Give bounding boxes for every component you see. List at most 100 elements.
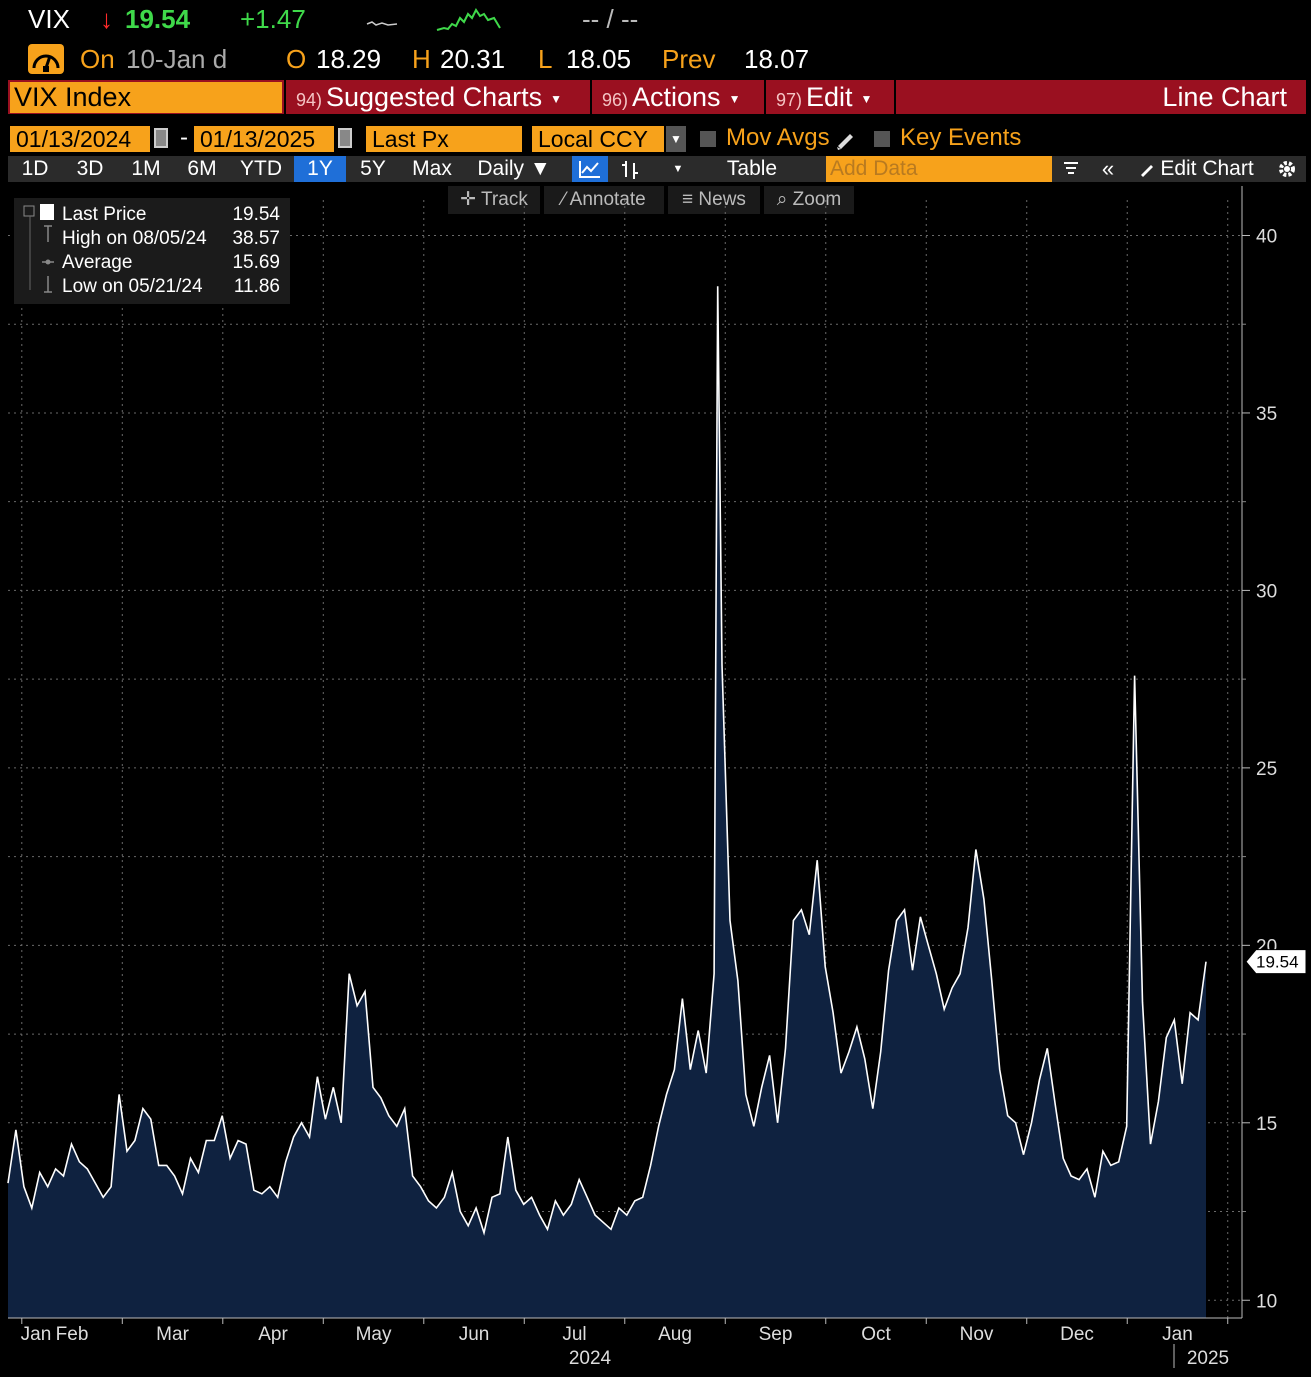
menu-divider [764, 80, 766, 114]
legend-high-label: High on 08/05/24 [62, 228, 207, 249]
price-sparkline-icon [436, 8, 501, 31]
suggested-charts-label: Suggested Charts [326, 82, 543, 112]
x-tick-label: Jan [21, 1324, 52, 1345]
add-data-input[interactable]: Add Data [826, 156, 1052, 182]
y-tick-label: 35 [1256, 404, 1277, 425]
legend-high-value: 38.57 [232, 228, 280, 249]
legend-average-label: Average [62, 252, 133, 273]
x-tick-label: Sep [759, 1324, 793, 1345]
gear-icon[interactable] [1272, 156, 1302, 182]
zoom-tool[interactable]: ⌕ Zoom [764, 186, 854, 214]
y-tick-label: 10 [1256, 1291, 1277, 1312]
on-label: On [80, 44, 115, 74]
suggested-charts-menu[interactable]: 94) Suggested Charts ▼ [296, 80, 562, 114]
actions-label: Actions [632, 82, 721, 112]
legend-low-label: Low on 05/21/24 [62, 276, 203, 297]
key-events-label[interactable]: Key Events [900, 124, 1022, 151]
table-button[interactable]: Table [704, 156, 800, 182]
line-chart-icon[interactable] [572, 156, 608, 182]
menu-number: 97) [776, 90, 803, 110]
zoom-label: Zoom [792, 189, 842, 210]
track-tool[interactable]: ✛ Track [448, 186, 540, 214]
end-date-input[interactable]: 01/13/2025 [194, 126, 334, 152]
menu-divider [590, 80, 592, 114]
gauge-icon[interactable] [28, 44, 64, 74]
pencil-icon[interactable] [834, 128, 856, 150]
prev-value: 18.07 [744, 44, 810, 74]
caret-down-icon: ▼ [860, 91, 873, 106]
last-price-tag: 19.54 [1245, 949, 1307, 975]
x-tick-label: Nov [960, 1324, 994, 1345]
collapse-icon[interactable]: « [1094, 156, 1122, 182]
on-date: 10-Jan d [126, 44, 228, 74]
bid-ask: -- / -- [582, 4, 639, 34]
low-label: L [538, 44, 553, 74]
calendar-icon[interactable] [338, 128, 352, 148]
x-tick-label: Jan [1162, 1324, 1193, 1345]
edit-menu[interactable]: 97) Edit ▼ [776, 80, 872, 114]
y-tick-label: 40 [1256, 226, 1277, 247]
range-1y-button[interactable]: 1Y [294, 156, 346, 182]
chart-grid [8, 200, 1242, 1318]
range-1m-button[interactable]: 1M [120, 156, 172, 182]
edit-chart-button[interactable]: Edit Chart [1128, 156, 1264, 182]
key-events-checkbox[interactable] [874, 131, 890, 147]
edit-chart-label: Edit Chart [1160, 157, 1254, 180]
y-tick-label: 30 [1256, 581, 1277, 602]
price-line [7, 286, 1207, 1236]
range-1d-button[interactable]: 1D [10, 156, 60, 182]
legend-last-price-value: 19.54 [232, 204, 280, 225]
currency-select[interactable]: Local CCY [532, 126, 664, 152]
chart-legend[interactable]: Last Price 19.54 High on 08/05/24 38.57 … [14, 198, 290, 304]
caret-down-icon: ▼ [728, 91, 741, 106]
calendar-icon[interactable] [154, 128, 168, 148]
intraday-flat-sparkline-icon [366, 21, 398, 26]
annotate-icon: ⁄ [562, 189, 570, 210]
x-tick-label: Mar [156, 1324, 189, 1345]
range-5y-button[interactable]: 5Y [350, 156, 396, 182]
caret-down-icon[interactable]: ▼ [666, 126, 686, 152]
news-tool[interactable]: ≡ News [668, 186, 760, 214]
bar-chart-icon[interactable] [612, 156, 648, 182]
down-arrow-icon: ↓ [100, 4, 113, 34]
news-label: News [698, 189, 746, 210]
price-change: +1.47 [240, 4, 306, 34]
date-separator: - [180, 124, 188, 151]
start-date-input[interactable]: 01/13/2024 [10, 126, 150, 152]
last-price-tag-shape [1245, 949, 1307, 975]
security-input[interactable]: VIX Index [10, 82, 282, 113]
legend-low-value: 11.86 [233, 276, 280, 297]
y-axis: 10 15 20 25 30 35 40 [1241, 186, 1277, 1318]
annotate-tool[interactable]: ⁄ Annotate [544, 186, 664, 214]
annotate-label: Annotate [569, 189, 646, 210]
high-label: H [412, 44, 431, 74]
legend-average-value: 15.69 [232, 252, 280, 273]
menu-number: 94) [296, 90, 323, 110]
x-axis: Jan Feb Mar Apr May Jun Jul Aug Sep Oct Nov Dec Jan2… [8, 1317, 1242, 1369]
range-ytd-button[interactable]: YTD [232, 156, 290, 182]
pencil-icon [1141, 165, 1154, 177]
actions-menu[interactable]: 96) Actions ▼ [602, 80, 740, 114]
filter-icon[interactable] [1058, 156, 1084, 182]
x-tick-label: Feb [56, 1324, 89, 1345]
crosshair-icon: ✛ [460, 189, 482, 210]
range-6m-button[interactable]: 6M [176, 156, 228, 182]
prev-label: Prev [662, 44, 716, 74]
frequency-select[interactable]: Daily ▼ [468, 156, 560, 182]
x-tick-label: Aug [658, 1324, 692, 1345]
x-tick-label: Dec [1060, 1324, 1094, 1345]
price-field-select[interactable]: Last Px [366, 126, 522, 152]
mov-avgs-checkbox[interactable] [700, 131, 716, 147]
x-tick-label: Oct [861, 1324, 891, 1345]
mov-avgs-label[interactable]: Mov Avgs [726, 124, 830, 151]
open-label: O [286, 44, 307, 74]
track-label: Track [481, 189, 528, 210]
news-icon: ≡ [682, 189, 699, 210]
x-tick-label: Jun [459, 1324, 490, 1345]
x-year-label: 2025 [1187, 1348, 1229, 1369]
x-year-label: 2024 [569, 1348, 612, 1369]
chart-style-dropdown-icon[interactable]: ▼ [660, 156, 696, 182]
open-value: 18.29 [316, 44, 382, 74]
range-3d-button[interactable]: 3D [64, 156, 116, 182]
range-max-button[interactable]: Max [400, 156, 464, 182]
